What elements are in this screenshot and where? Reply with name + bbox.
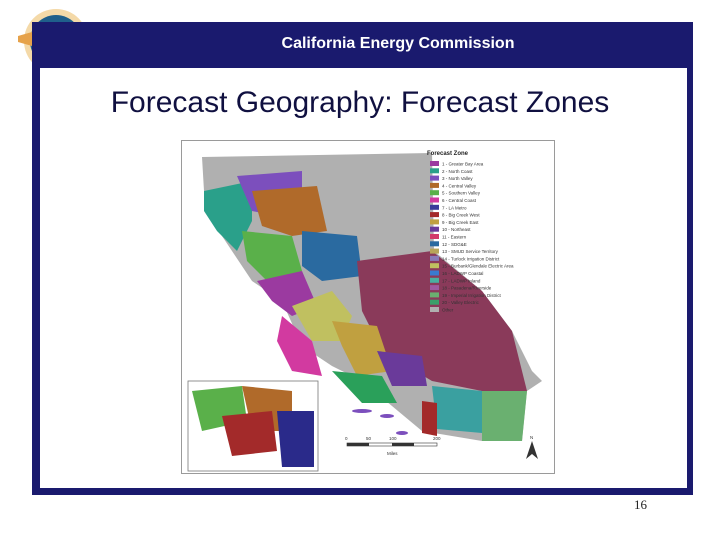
- legend-label: 5 - Southern Valley: [442, 191, 481, 196]
- legend-swatch: [430, 190, 439, 196]
- map-zone-big-creek-west: [422, 401, 437, 436]
- scale-unit: Miles: [387, 451, 398, 456]
- logo-left-wing-icon: [18, 32, 32, 46]
- legend-label: 20 - Valley Electric: [442, 300, 480, 305]
- map-zone-ladwp-inland: [432, 386, 482, 433]
- legend-items: 1 - Greater Bay Area 2 - North Coast 3 - N…: [430, 161, 514, 313]
- map-island: [380, 414, 394, 418]
- legend-swatch: [430, 161, 439, 166]
- map-zone-southern-valley: [242, 231, 302, 281]
- legend-swatch: [430, 175, 439, 181]
- legend-label: 10 - Northeast: [442, 227, 471, 232]
- legend-label: 9 - Big Creek East: [442, 220, 479, 225]
- legend-label: 18 - Pasadena/Riverside: [442, 286, 492, 291]
- legend-swatch: [430, 255, 439, 261]
- legend-swatch: [430, 299, 439, 305]
- legend-label: 6 - Central Coast: [442, 198, 477, 203]
- legend-label: 19 - Imperial Irrigation District: [442, 293, 502, 298]
- legend-swatch: [430, 197, 439, 203]
- map-zone-central-coast: [277, 316, 322, 376]
- scale-label: 100: [389, 436, 397, 441]
- scale-label: 200: [433, 436, 441, 441]
- scale-bar-segment: [347, 443, 369, 446]
- legend-swatch: [430, 277, 439, 283]
- forecast-zone-map: Forecast Zone 1 - Greater Bay Area 2 - No…: [181, 140, 555, 474]
- slide-title: Forecast Geography: Forecast Zones: [110, 86, 610, 119]
- legend-label: 8 - Big Creek West: [442, 213, 480, 218]
- legend-swatch: [430, 270, 439, 276]
- legend-label: 11 - Eastern: [442, 235, 467, 240]
- legend-swatch: [430, 219, 439, 225]
- scale-label: 50: [366, 436, 372, 441]
- legend-label: 17 - LADWP Inland: [442, 278, 481, 283]
- map-zone-imperial: [482, 391, 527, 441]
- legend-swatch: [430, 263, 439, 269]
- header-title: California Energy Commission: [281, 35, 515, 52]
- legend-label: 12 - SDG&E: [442, 242, 467, 247]
- legend-swatch: [430, 204, 439, 210]
- legend-swatch: [430, 168, 439, 174]
- legend-swatch: [430, 182, 439, 188]
- legend-swatch: [430, 307, 439, 312]
- page-number: 16: [634, 497, 647, 512]
- la-inset-zone-navy: [277, 411, 314, 467]
- legend-label: 15 - Burbank/Glendale Electric Area: [442, 264, 514, 269]
- north-label: N: [530, 435, 533, 440]
- map-island: [352, 409, 372, 413]
- map-zone-central-valley: [252, 186, 327, 236]
- legend-label: 1 - Greater Bay Area: [442, 162, 484, 167]
- la-inset-zone-red: [222, 411, 277, 456]
- legend-swatch: [430, 292, 439, 298]
- legend-label: 16 - LADWP Coastal: [442, 271, 483, 276]
- map-scale-bar: 0 50 100 200 Miles: [345, 436, 441, 456]
- legend-label: 2 - North Coast: [442, 169, 473, 174]
- legend-swatch: [430, 212, 439, 218]
- legend-swatch: [430, 234, 439, 239]
- legend-label: 7 - LA Metro: [442, 205, 467, 210]
- map-island: [396, 431, 408, 435]
- scale-label: 0: [345, 436, 348, 441]
- legend-label: Other: [442, 308, 454, 313]
- map-zone-big-creek-east: [332, 321, 392, 376]
- legend-label: 4 - Central Valley: [442, 183, 477, 188]
- map-zone-sdge: [302, 231, 362, 281]
- map-legend: Forecast Zone 1 - Greater Bay Area 2 - No…: [427, 151, 514, 313]
- map-zone-northeast: [377, 351, 427, 386]
- north-arrow-shape: [526, 441, 538, 459]
- scale-bar-segment: [392, 443, 414, 446]
- map-zone-valley-electric: [332, 371, 397, 403]
- legend-title: Forecast Zone: [427, 151, 469, 157]
- legend-swatch: [430, 241, 439, 247]
- legend-label: 3 - North Valley: [442, 176, 473, 181]
- legend-label: 13 - SMUD Service Territory: [442, 249, 499, 254]
- header-bar: [103, 22, 693, 66]
- legend-swatch: [430, 248, 439, 254]
- north-arrow-icon: N: [526, 435, 538, 459]
- map-zone-north-coast: [204, 181, 252, 251]
- legend-label: 14 - Turlock Irrigation District: [442, 256, 500, 261]
- legend-swatch: [430, 226, 439, 232]
- legend-swatch: [430, 285, 439, 291]
